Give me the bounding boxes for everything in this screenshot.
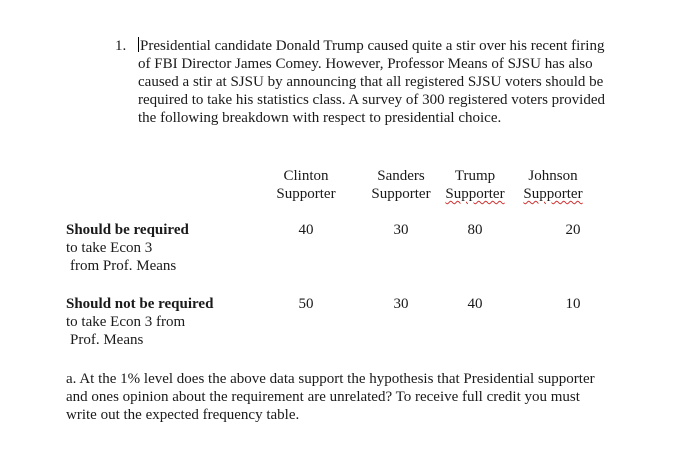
question-line-5: the following breakdown with respect to … bbox=[138, 110, 502, 126]
cell-required-johnson: 20 bbox=[565, 222, 581, 238]
cell-required-trump: 80 bbox=[467, 222, 483, 238]
column-header-clinton: Clinton Supporter bbox=[276, 168, 336, 202]
question-line-3: caused a stir at SJSU by announcing that… bbox=[138, 74, 604, 90]
subquestion-line-3: write out the expected frequency table. bbox=[66, 407, 300, 423]
column-header-sanders: Sanders Supporter bbox=[371, 168, 431, 202]
question-number: 1. bbox=[115, 38, 127, 54]
column-header-johnson: Johnson Supporter bbox=[523, 168, 583, 202]
subquestion-text: a. At the 1% level does the above data s… bbox=[66, 370, 656, 424]
subquestion-line-2: and ones opinion about the requirement a… bbox=[66, 389, 580, 405]
column-header-trump: Trump Supporter bbox=[445, 168, 505, 202]
cell-required-sanders: 30 bbox=[393, 222, 409, 238]
question-text: Presidential candidate Donald Trump caus… bbox=[138, 37, 658, 127]
row-label-not-required: Should not be required to take Econ 3 fr… bbox=[66, 296, 214, 348]
text-cursor bbox=[138, 37, 139, 52]
row-label-required: Should be required to take Econ 3 from P… bbox=[66, 222, 189, 274]
cell-not-required-trump: 40 bbox=[467, 296, 483, 312]
question-line-4: required to take his statistics class. A… bbox=[138, 92, 605, 108]
question-line-2: of FBI Director James Comey. However, Pr… bbox=[138, 56, 593, 72]
cell-required-clinton: 40 bbox=[298, 222, 314, 238]
cell-not-required-clinton: 50 bbox=[298, 296, 314, 312]
cell-not-required-johnson: 10 bbox=[565, 296, 581, 312]
cell-not-required-sanders: 30 bbox=[393, 296, 409, 312]
question-line-1: Presidential candidate Donald Trump caus… bbox=[138, 37, 605, 54]
subquestion-line-1: a. At the 1% level does the above data s… bbox=[66, 371, 595, 387]
